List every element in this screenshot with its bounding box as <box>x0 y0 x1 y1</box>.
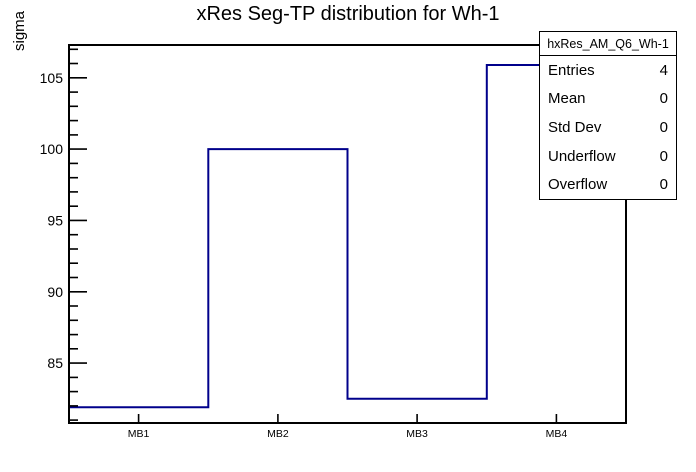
x-tick-label: MB3 <box>406 428 428 440</box>
stats-row-label: Underflow <box>548 147 616 165</box>
stats-row-value: 0 <box>659 147 668 165</box>
y-tick-label: 85 <box>47 355 63 371</box>
stats-box: hxRes_AM_Q6_Wh-1 Entries 4 Mean 0 Std Dev 0 Un… <box>539 31 677 200</box>
stats-row-value: 0 <box>659 118 668 136</box>
stats-box-title: hxRes_AM_Q6_Wh-1 <box>540 32 676 56</box>
stats-row-value: 0 <box>659 176 668 194</box>
stats-row-label: Mean <box>548 90 586 108</box>
stats-row: Overflow 0 <box>540 170 676 199</box>
y-tick-label: 90 <box>47 284 63 300</box>
stats-row-label: Std Dev <box>548 118 602 136</box>
stats-row: Underflow 0 <box>540 142 676 171</box>
y-tick-label: 100 <box>40 141 64 157</box>
stats-row-label: Overflow <box>548 176 608 194</box>
stats-row: Entries 4 <box>540 56 676 85</box>
stats-row: Mean 0 <box>540 85 676 114</box>
x-tick-label: MB2 <box>267 428 289 440</box>
chart-title: xRes Seg-TP distribution for Wh-1 <box>196 3 500 25</box>
y-tick-label: 95 <box>47 212 63 228</box>
y-tick-label: 105 <box>40 70 64 86</box>
x-tick-label: MB4 <box>546 428 568 440</box>
stats-box-rows: Entries 4 Mean 0 Std Dev 0 Underflow 0 Overflow 0 <box>540 56 676 199</box>
stats-row-value: 0 <box>659 90 668 108</box>
x-tick-label: MB1 <box>128 428 150 440</box>
stats-row-label: Entries <box>548 61 595 79</box>
stats-row: Std Dev 0 <box>540 113 676 142</box>
stats-row-value: 4 <box>659 61 668 79</box>
